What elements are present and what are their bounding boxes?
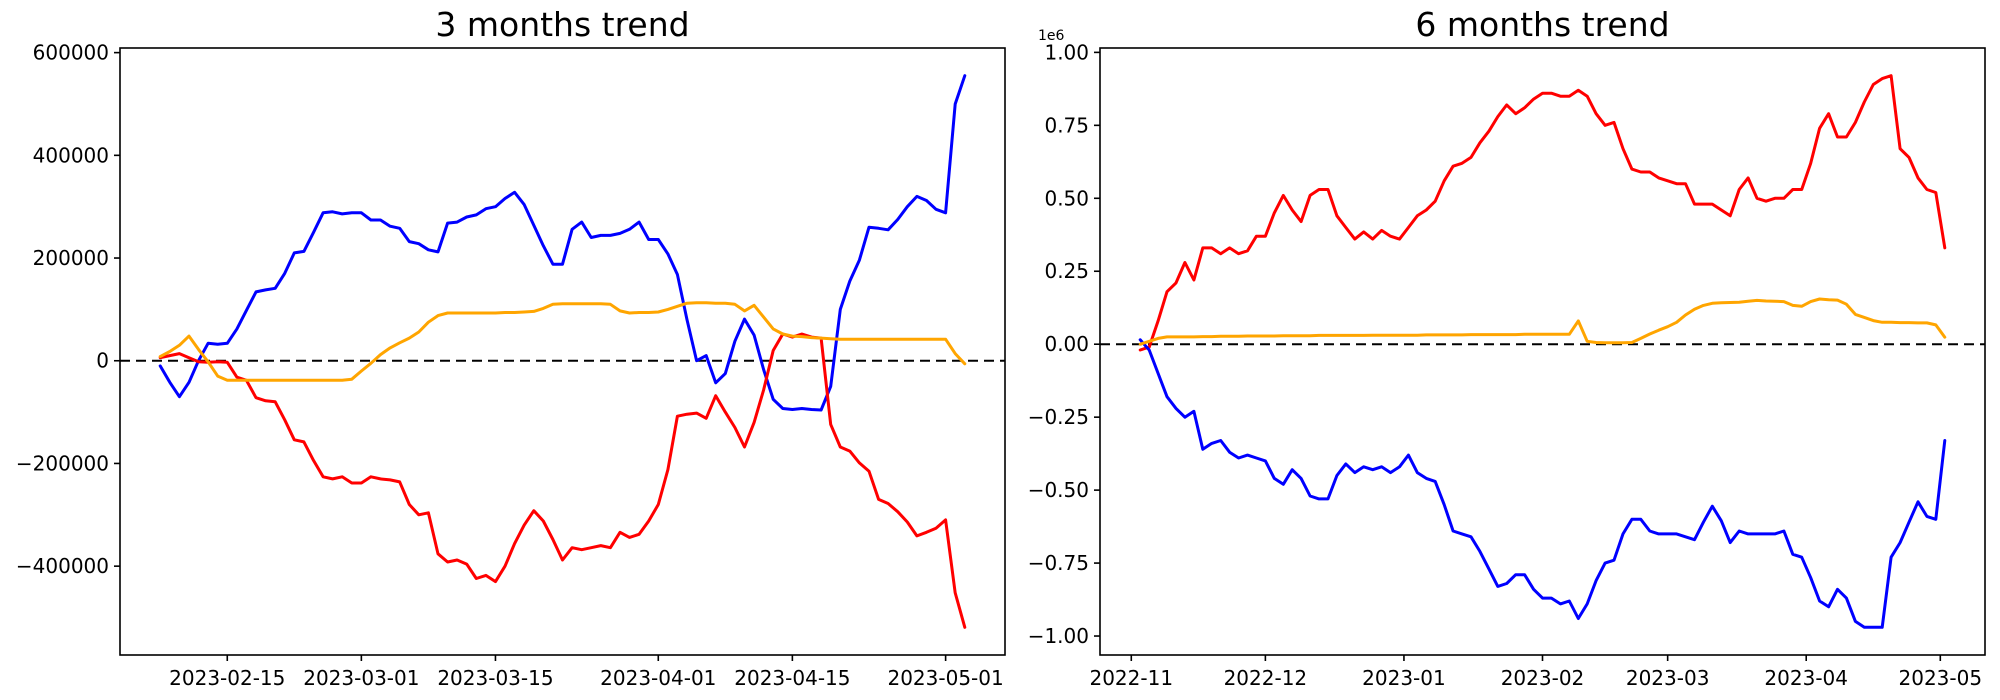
chart-title-3-months: 3 months trend <box>435 5 690 44</box>
three-months-trend-y-tick-label: 600000 <box>33 41 109 65</box>
plot-three-months-trend: 600000 400000 200000 0 −200000 −400000 2023-02… <box>16 41 1006 690</box>
six-months-trend-y-tick-label: −1.00 <box>1028 624 1089 648</box>
six-months-trend-x-tick-label: 2022-12 <box>1224 666 1308 690</box>
three-months-trend-series-orange <box>158 301 967 382</box>
chart-title-6-months: 6 months trend <box>1415 5 1670 44</box>
six-months-trend-axes-box <box>1099 47 1986 656</box>
six-months-trend-y-tick-label: −0.75 <box>1028 551 1089 575</box>
six-months-trend-x-tick-label: 2022-11 <box>1089 666 1173 690</box>
six-months-trend-y-tick-label: 0.00 <box>1044 332 1089 356</box>
plot-six-months-trend: 1.00 0.75 0.50 0.25 0.00 −0.25 −0.50 −0.75 −1.00… <box>1028 28 1986 690</box>
three-months-trend-x-tick-label: 2023-02-15 <box>169 666 285 690</box>
three-months-trend-x-tick-label: 2023-03-01 <box>303 666 419 690</box>
three-months-trend-y-tick-label: −400000 <box>16 554 109 578</box>
three-months-trend-x-tick-label: 2023-04-01 <box>600 666 716 690</box>
three-months-trend-series-red <box>158 332 967 629</box>
six-months-trend-y-tick-label: 0.50 <box>1044 186 1089 210</box>
three-months-trend-y-tick-label: −200000 <box>16 451 109 475</box>
six-months-trend-y-tick-label: −0.25 <box>1028 405 1089 429</box>
six-months-trend-x-tick-label: 2023-04 <box>1764 666 1848 690</box>
six-months-trend-y-tick-label: 0.25 <box>1044 259 1089 283</box>
six-months-trend-x-tick-label: 2023-02 <box>1501 666 1585 690</box>
three-months-trend-y-tick-label: 200000 <box>33 246 109 270</box>
six-months-trend-y-tick-label: 0.75 <box>1044 113 1089 137</box>
six-months-trend-y-tick-label: 1.00 <box>1044 40 1089 64</box>
six-months-trend-series-blue <box>1138 338 1947 629</box>
six-months-trend-series-red <box>1138 74 1947 352</box>
three-months-trend-x-tick-label: 2023-04-15 <box>734 666 850 690</box>
six-months-trend-series-orange <box>1138 297 1947 346</box>
three-months-trend-series-blue <box>158 74 967 412</box>
three-months-trend-axes-box <box>119 47 1006 656</box>
six-months-trend-x-tick-label: 2023-05 <box>1899 666 1983 690</box>
six-months-trend-y-tick-label: −0.50 <box>1028 478 1089 502</box>
six-months-trend-x-tick-label: 2023-03 <box>1626 666 1710 690</box>
three-months-trend-y-tick-label: 0 <box>96 349 109 373</box>
six-months-trend-offset-label: 1e6 <box>1038 28 1065 44</box>
three-months-trend-x-tick-label: 2023-03-15 <box>437 666 553 690</box>
six-months-trend-x-tick-label: 2023-01 <box>1362 666 1446 690</box>
three-months-trend-x-tick-label: 2023-05-01 <box>887 666 1003 690</box>
three-months-trend-y-tick-label: 400000 <box>33 143 109 167</box>
